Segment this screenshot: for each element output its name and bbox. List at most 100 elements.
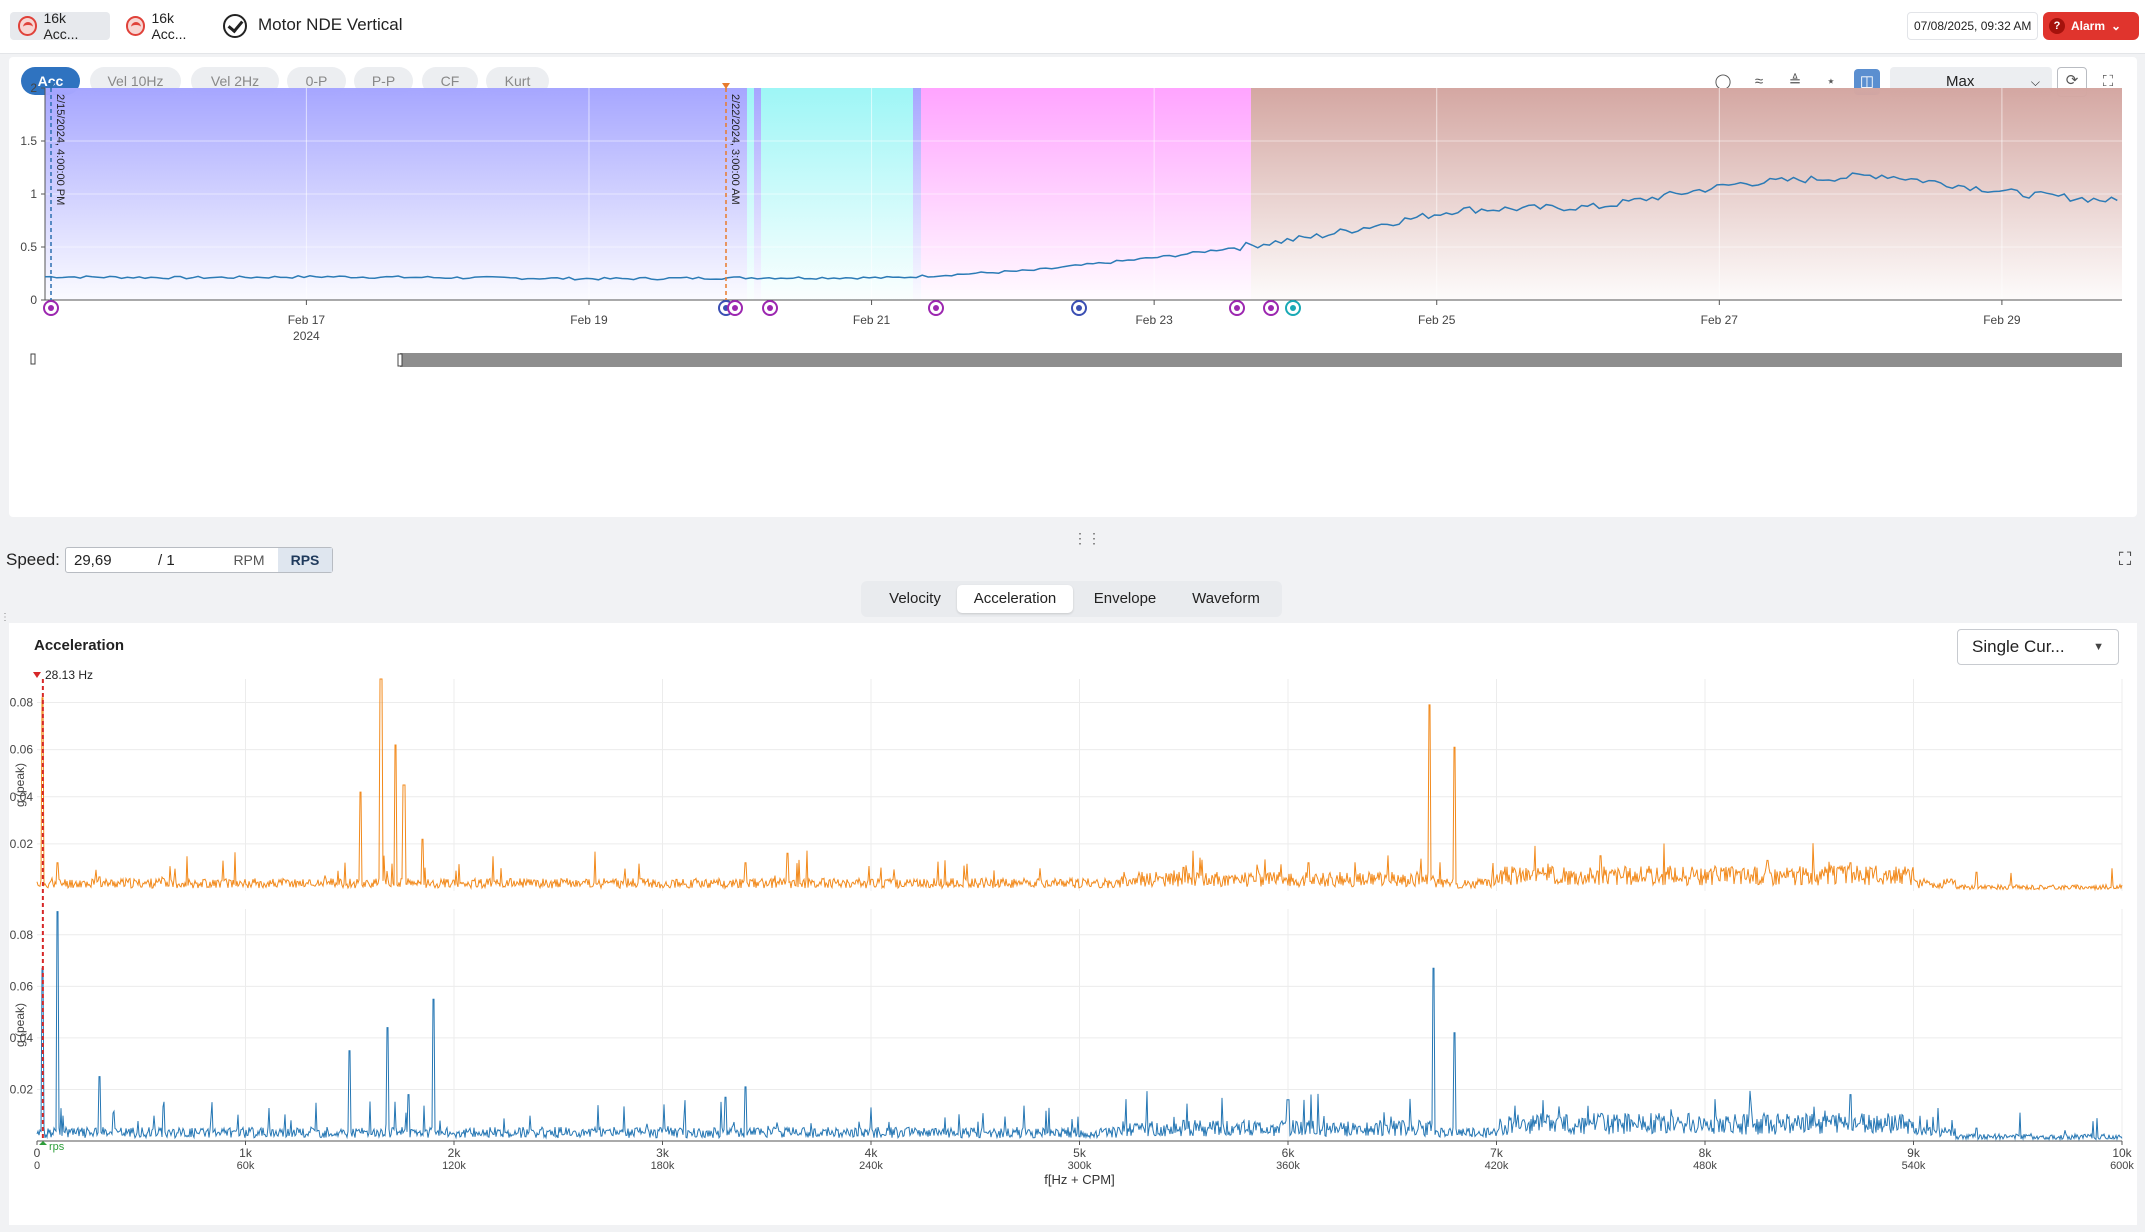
cursor-mode-value: Single Cur... — [1972, 637, 2065, 656]
tab-waveform[interactable]: Waveform — [1192, 590, 1260, 607]
event-trend-icon-dot — [1234, 305, 1240, 311]
tab-envelope[interactable]: Envelope — [1093, 590, 1157, 607]
y-tick-label: 0.5 — [20, 240, 37, 254]
scatter-icon[interactable]: ⋆ — [1826, 73, 1836, 90]
x-tick-label-cpm: 300k — [1068, 1160, 1092, 1172]
y-tick-label: 0.02 — [10, 1082, 34, 1096]
cursor-line-end-marker — [722, 83, 730, 89]
event-bars-icon-dot — [1290, 305, 1296, 311]
tab-sensor-2[interactable]: 16k Acc... — [118, 10, 218, 42]
spectrum-title: Acceleration — [34, 637, 125, 654]
x-year-label: 2024 — [293, 329, 320, 343]
trend-chart[interactable]: 0 0.5 1 1.5 2 Feb 17 Feb 19 Feb 21 Feb 23 Feb 25 F… — [9, 57, 2137, 517]
x-tick-label-hz: 6k — [1282, 1146, 1296, 1160]
event-trend-icon-dot — [732, 305, 738, 311]
x-tick-label-cpm: 120k — [442, 1160, 466, 1172]
filter-icon[interactable]: ≜ — [1788, 73, 1802, 90]
speed-label: Speed: — [6, 550, 60, 569]
y-tick-label: 0 — [30, 293, 37, 307]
fullscreen-icon[interactable]: ⛶ — [2102, 73, 2114, 90]
range-scroller — [400, 353, 2122, 367]
x-tick-label-hz: 9k — [1907, 1146, 1921, 1160]
x-tick-label-hz: 5k — [1073, 1146, 1087, 1160]
cursor-marker-icon — [33, 672, 41, 678]
event-ring-icon-dot — [933, 305, 939, 311]
x-tick-label-hz: 2k — [448, 1146, 462, 1160]
x-tick-label-hz: 10k — [2112, 1146, 2132, 1160]
y-tick-label: 0.08 — [10, 928, 34, 942]
datetime-display: 07/08/2025, 09:32 AM — [1907, 12, 2039, 40]
x-tick-label-cpm: 180k — [651, 1160, 675, 1172]
x-tick-label: Feb 29 — [1983, 313, 2021, 327]
chevron-down-icon: ⌵ — [2030, 75, 2040, 89]
tab-sensor-1[interactable]: 16k Acc... — [10, 10, 110, 42]
chevron-down-icon: ⌄ — [2111, 19, 2122, 33]
x-tick-label-hz: 1k — [239, 1146, 253, 1160]
trend-panel: Acc Vel 10Hz Vel 2Hz 0-P P-P CF Kurt ◯ ≈… — [9, 57, 2137, 517]
x-tick-label: Feb 21 — [853, 313, 891, 327]
cursor-label: 2/22/2024, 3:00:00 AM — [729, 94, 741, 205]
event-ring-icon-dot — [1268, 305, 1274, 311]
top-bar: 16k Acc... 16k Acc... Motor NDE Vertical… — [0, 0, 2145, 54]
x-tick-label-cpm: 480k — [1693, 1160, 1717, 1172]
expand-icon[interactable]: ⛶ — [2118, 549, 2132, 569]
y-tick-label: 2 — [30, 81, 37, 95]
x-tick-label-cpm: 360k — [1276, 1160, 1300, 1172]
x-tick-label: Feb 19 — [570, 313, 608, 327]
tab-label: 16k Acc... — [151, 10, 187, 42]
speed-divider-input[interactable]: / 1 — [158, 552, 175, 569]
x-axis-label: f[Hz + CPM] — [1044, 1172, 1114, 1187]
y-tick-label: 0.06 — [10, 743, 34, 757]
x-tick-label-cpm: 420k — [1485, 1160, 1509, 1172]
caret-down-icon: ▼ — [2093, 641, 2104, 653]
spectrum-chart[interactable]: 28.13 Hz 0.02 0.04 0.06 0.08 g (peak) 0.02 0.04… — [9, 623, 2137, 1225]
aggregate-value: Max — [1946, 73, 1975, 90]
cursor-mode-select[interactable]: Single Cur... ▼ — [1957, 629, 2119, 665]
event-ring-icon-dot — [767, 305, 773, 311]
spectrum-panel: Acceleration Single Cur... ▼ 28.13 Hz 0.0… — [9, 623, 2137, 1225]
panel-splitter-handle[interactable]: ⋮⋮ — [1073, 530, 1101, 546]
alarm-question-icon: ? — [2049, 18, 2065, 34]
trend-series-line — [44, 172, 2118, 281]
x-tick-label-hz: 0 — [34, 1146, 41, 1160]
x-tick-label-cpm: 540k — [1902, 1160, 1926, 1172]
scroller-right-handle — [397, 353, 403, 367]
x-tick-label-hz: 7k — [1490, 1146, 1504, 1160]
tab-label: 16k Acc... — [43, 10, 79, 42]
y-tick-label: 0.02 — [10, 837, 34, 851]
spectrum-tabs: Velocity Acceleration Envelope Waveform — [861, 581, 1282, 617]
page-title: Motor NDE Vertical — [258, 15, 403, 34]
y-tick-label: 0.08 — [10, 696, 34, 710]
x-tick-label: Feb 17 — [288, 313, 326, 327]
y-tick-label: 1.5 — [20, 134, 37, 148]
event-ring-icon-dot — [48, 305, 54, 311]
x-tick-label: Feb 25 — [1418, 313, 1456, 327]
y-tick-label: 0.04 — [10, 1031, 34, 1045]
y-axis-label: g (peak) — [13, 1003, 27, 1047]
spectrum-series-line — [36, 911, 2123, 1142]
event-bars-icon-dot — [1076, 305, 1082, 311]
waves-icon[interactable]: ≈ — [1754, 73, 1764, 90]
comment-icon[interactable]: ◯ — [1714, 73, 1732, 90]
cursor-line-start-marker — [47, 83, 55, 89]
alarm-button[interactable]: ? Alarm ⌄ — [2043, 12, 2139, 40]
y-tick-label: 0.06 — [10, 979, 34, 993]
x-tick-label: Feb 23 — [1135, 313, 1173, 327]
x-tick-label-cpm: 0 — [34, 1160, 40, 1172]
tab-velocity[interactable]: Velocity — [889, 590, 941, 607]
y-axis-label: g (peak) — [13, 763, 27, 807]
x-tick-label-hz: 8k — [1699, 1146, 1713, 1160]
x-tick-label-cpm: 600k — [2110, 1160, 2134, 1172]
speed-value-input[interactable]: 29,69 — [74, 552, 112, 569]
tab-acceleration[interactable]: Acceleration — [957, 585, 1073, 613]
check-circle-icon — [223, 14, 247, 38]
x-tick-label-hz: 4k — [865, 1146, 879, 1160]
unit-rps-button[interactable]: RPS — [278, 548, 332, 572]
panel-handle[interactable]: ⋮ — [0, 612, 10, 623]
cursor-freq-label: 28.13 Hz — [45, 668, 93, 682]
speed-input-group[interactable]: 29,69 / 1 RPM RPS — [65, 547, 333, 573]
scroller-left-handle — [30, 353, 36, 365]
unit-rpm-button[interactable]: RPM — [233, 552, 265, 568]
alarm-label: Alarm — [2071, 19, 2106, 33]
sensor-icon — [18, 16, 38, 36]
